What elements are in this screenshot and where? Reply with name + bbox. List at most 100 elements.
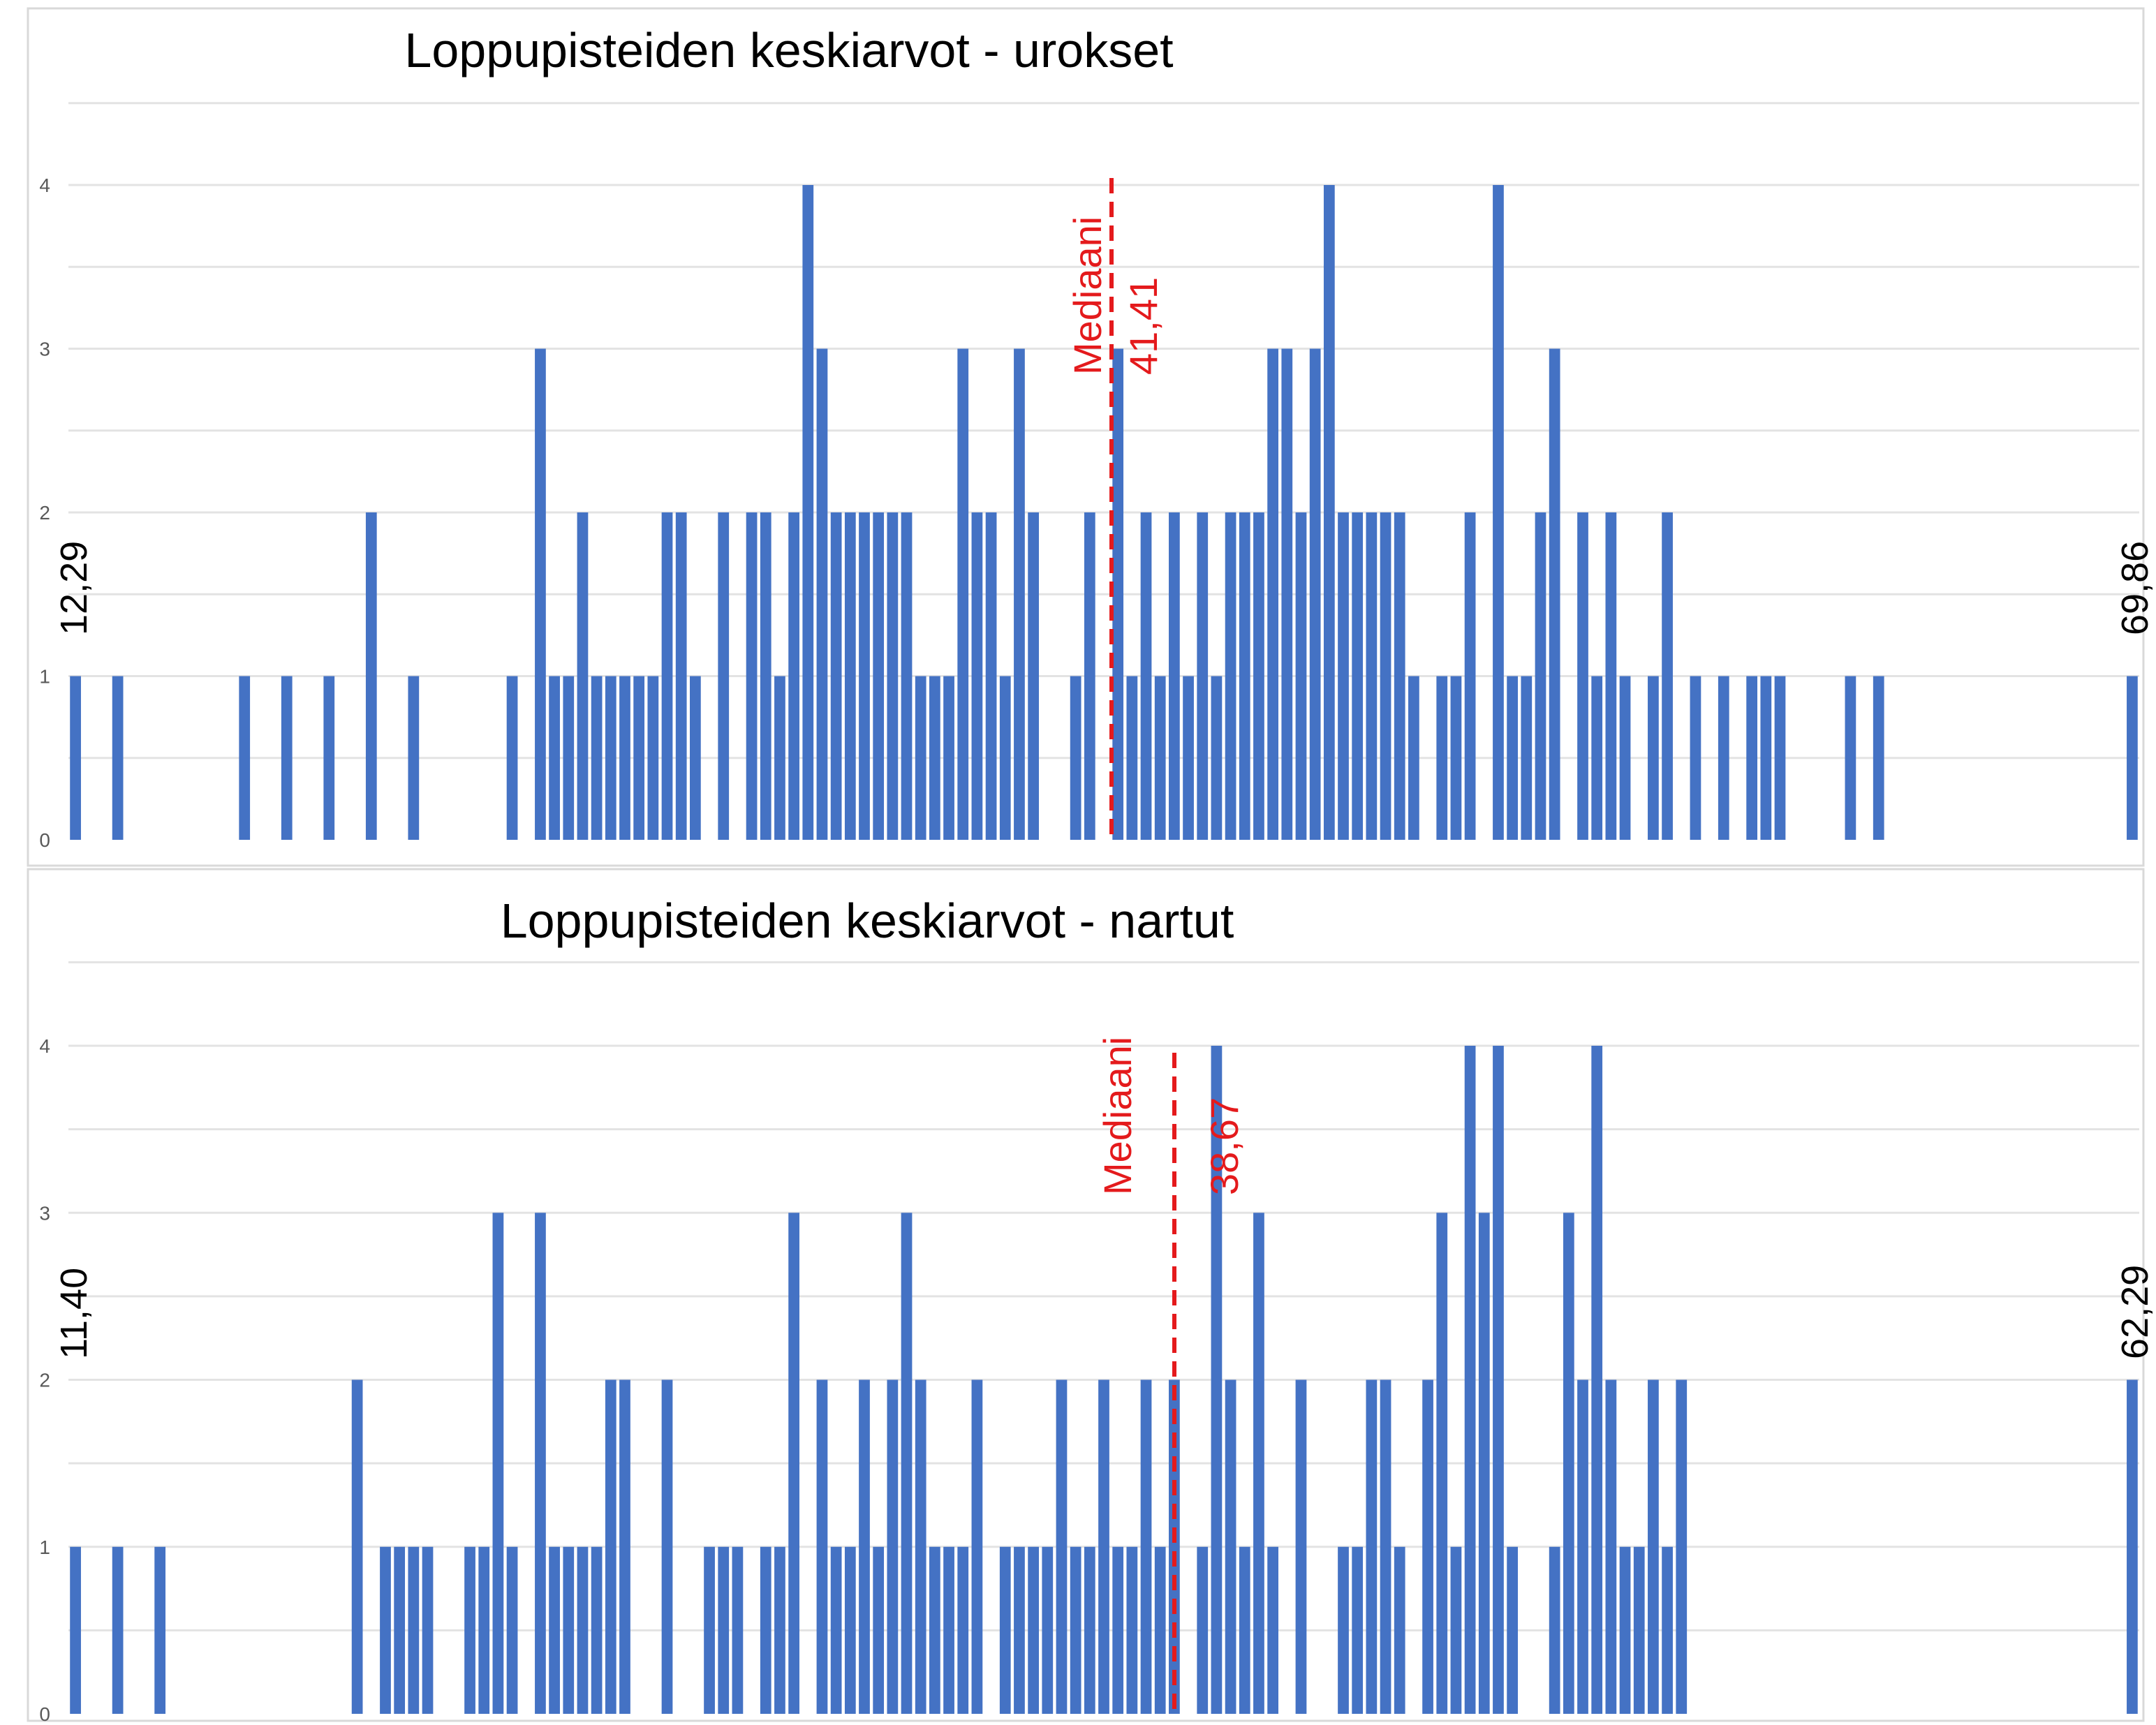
bar xyxy=(112,676,124,840)
y-tick-label: 0 xyxy=(39,829,50,851)
bar xyxy=(1126,1546,1138,1714)
bar xyxy=(1648,1379,1659,1714)
bar xyxy=(1648,676,1659,840)
males-median-label: Mediaani xyxy=(1065,216,1109,375)
bar xyxy=(774,1546,785,1714)
bar xyxy=(830,1546,842,1714)
bar xyxy=(549,676,560,840)
y-tick-label: 3 xyxy=(39,1202,50,1224)
y-tick-label: 2 xyxy=(39,1370,50,1391)
bar xyxy=(830,512,842,840)
bar xyxy=(690,676,701,840)
bar xyxy=(1873,676,1884,840)
bar xyxy=(1070,676,1081,840)
bar xyxy=(281,676,293,840)
y-tick-label: 2 xyxy=(39,502,50,524)
females-median-label: Mediaani xyxy=(1095,1037,1139,1195)
bar xyxy=(1493,1046,1504,1714)
bar xyxy=(929,1546,940,1714)
bar xyxy=(1070,1546,1081,1714)
y-tick-label: 4 xyxy=(39,1035,50,1057)
bar xyxy=(788,1213,799,1714)
bar xyxy=(323,676,335,840)
bar xyxy=(1197,1546,1209,1714)
y-tick-label: 3 xyxy=(39,339,50,360)
females-chart-title: Loppupisteiden keskiarvot - nartut xyxy=(501,894,1234,948)
bar xyxy=(1690,676,1701,840)
females-y-tick-labels: 0 1 2 3 4 xyxy=(39,1035,50,1725)
bar xyxy=(971,1379,983,1714)
bar xyxy=(1225,512,1236,840)
bar xyxy=(746,512,758,840)
bar xyxy=(718,512,730,840)
bar xyxy=(1577,1379,1588,1714)
females-chart: Loppupisteiden keskiarvot - nartut 0 1 2 3 4… xyxy=(27,868,2156,1725)
bar xyxy=(605,676,616,840)
bar xyxy=(1169,1379,1180,1714)
bar xyxy=(1239,512,1250,840)
bar xyxy=(464,1546,475,1714)
bar xyxy=(1014,1546,1025,1714)
bar xyxy=(675,512,687,840)
bar xyxy=(1535,512,1546,840)
bar xyxy=(1591,676,1603,840)
bar xyxy=(901,1213,913,1714)
females-bars xyxy=(70,1046,2138,1714)
bar xyxy=(154,1546,166,1714)
bar xyxy=(1464,512,1476,840)
bar xyxy=(1521,676,1533,840)
bar xyxy=(1014,348,1025,840)
bar xyxy=(647,676,659,840)
bar xyxy=(2127,676,2138,840)
bar xyxy=(915,1379,926,1714)
bar xyxy=(1098,1379,1109,1714)
bar xyxy=(1112,348,1124,840)
bar xyxy=(492,1213,504,1714)
bar xyxy=(633,676,645,840)
bar xyxy=(549,1546,560,1714)
bar xyxy=(1028,1546,1039,1714)
bar xyxy=(1662,512,1673,840)
bar xyxy=(1619,676,1631,840)
y-tick-label: 0 xyxy=(39,1703,50,1725)
bar xyxy=(1619,1546,1631,1714)
bar xyxy=(1309,348,1321,840)
bar xyxy=(1450,1546,1462,1714)
bar xyxy=(1436,676,1448,840)
bar xyxy=(351,1379,363,1714)
bar xyxy=(1464,1046,1476,1714)
bar xyxy=(1563,1213,1574,1714)
males-chart-frame xyxy=(27,7,2145,867)
bar xyxy=(1394,512,1405,840)
bar xyxy=(915,676,926,840)
bar xyxy=(1211,1046,1223,1714)
bar xyxy=(1267,348,1278,840)
bar xyxy=(1450,676,1462,840)
bar xyxy=(1718,676,1729,840)
bar xyxy=(1211,676,1223,840)
females-min-value-label: 11,40 xyxy=(53,1268,95,1359)
bar xyxy=(760,512,771,840)
bar xyxy=(1338,1546,1349,1714)
bar xyxy=(1662,1546,1673,1714)
bar xyxy=(802,185,814,840)
bar xyxy=(1507,676,1518,840)
bar xyxy=(1154,1546,1166,1714)
bar xyxy=(422,1546,434,1714)
bar xyxy=(1633,1546,1645,1714)
bar xyxy=(1591,1046,1603,1714)
bar xyxy=(1352,1546,1364,1714)
bar xyxy=(1352,512,1364,840)
bar xyxy=(788,512,799,840)
bar xyxy=(1408,676,1419,840)
bar xyxy=(1338,512,1349,840)
females-median-value: 38,67 xyxy=(1202,1097,1246,1195)
bar xyxy=(591,676,603,840)
y-tick-label: 4 xyxy=(39,175,50,196)
bar xyxy=(816,348,828,840)
bar xyxy=(971,512,983,840)
bar xyxy=(1422,1379,1433,1714)
bar xyxy=(70,1546,81,1714)
bar xyxy=(1676,1379,1688,1714)
